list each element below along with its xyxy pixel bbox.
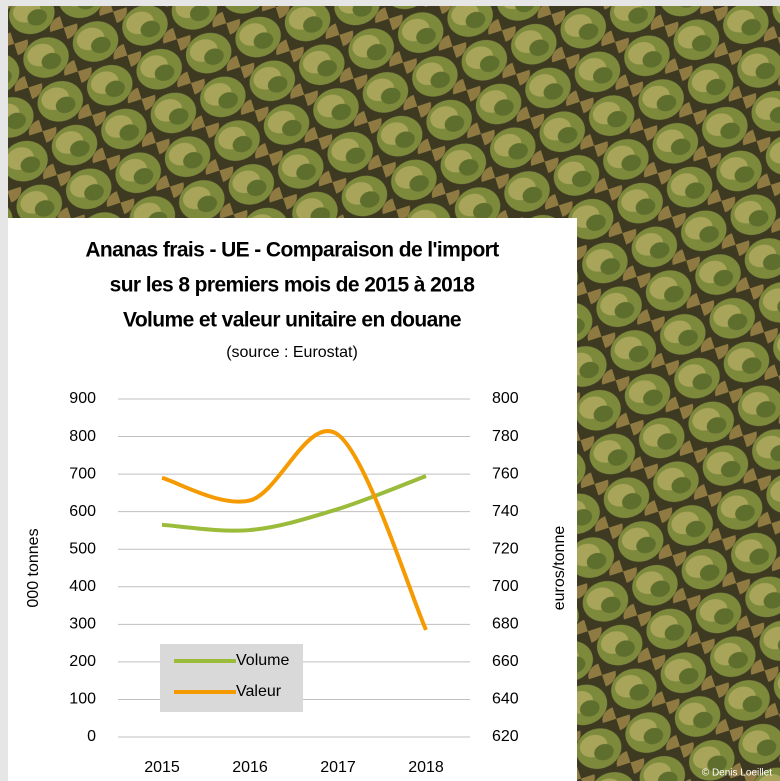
y2-tick-label: 660 xyxy=(492,653,519,670)
y-tick-label: 0 xyxy=(87,728,96,745)
y2-tick-label: 780 xyxy=(492,428,519,445)
y-tick-label: 300 xyxy=(69,616,96,633)
chart-subtitle: (source : Eurostat) xyxy=(226,344,358,361)
chart-title: sur les 8 premiers mois de 2015 à 2018 xyxy=(110,274,476,297)
y2-tick-label: 760 xyxy=(492,465,519,482)
y-tick-label: 400 xyxy=(69,578,96,595)
x-tick-label: 2017 xyxy=(320,759,356,776)
chart-title: Ananas frais - UE - Comparaison de l'imp… xyxy=(85,239,499,262)
chart-title: Volume et valeur unitaire en douane xyxy=(123,309,461,332)
y2-tick-label: 680 xyxy=(492,616,519,633)
y2-axis-title: euros/tonne xyxy=(551,526,568,611)
x-tick-label: 2018 xyxy=(408,759,444,776)
y-axis-title: 000 tonnes xyxy=(25,528,42,607)
y2-tick-label: 800 xyxy=(492,390,519,407)
y-tick-label: 200 xyxy=(69,653,96,670)
x-tick-label: 2015 xyxy=(144,759,180,776)
y-tick-label: 600 xyxy=(69,503,96,520)
legend-label: Volume xyxy=(236,652,289,669)
y-tick-label: 500 xyxy=(69,540,96,557)
y2-tick-label: 640 xyxy=(492,691,519,708)
y-tick-label: 900 xyxy=(69,390,96,407)
x-tick-label: 2016 xyxy=(232,759,268,776)
y-tick-label: 100 xyxy=(69,691,96,708)
y2-tick-label: 620 xyxy=(492,728,519,745)
chart: Ananas frais - UE - Comparaison de l'imp… xyxy=(0,0,780,781)
photo-credit: © Denis Loeillet xyxy=(702,768,772,779)
y2-tick-label: 700 xyxy=(492,578,519,595)
y-tick-label: 800 xyxy=(69,428,96,445)
y-tick-label: 700 xyxy=(69,465,96,482)
page: {"chart_data": {"type": "line", "title":… xyxy=(0,0,780,781)
y2-tick-label: 740 xyxy=(492,503,519,520)
y2-tick-label: 720 xyxy=(492,540,519,557)
legend-label: Valeur xyxy=(236,683,282,700)
